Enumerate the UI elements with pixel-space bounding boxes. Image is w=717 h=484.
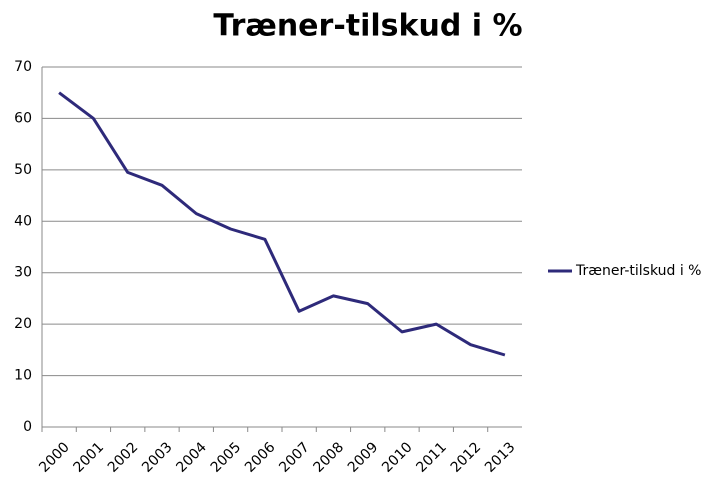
y-tick-label: 70 [14, 59, 32, 75]
x-tick-label: 2013 [482, 439, 519, 476]
legend-label: Træner-tilskud i % [575, 263, 702, 279]
x-tick-label: 2009 [345, 439, 382, 476]
x-tick-label: 2005 [208, 439, 245, 476]
x-tick-label: 2004 [173, 439, 210, 476]
y-tick-label: 40 [14, 213, 32, 229]
x-tick-label: 2012 [448, 439, 485, 476]
y-tick-label: 10 [14, 368, 32, 384]
x-tick-label: 2002 [105, 439, 142, 476]
x-tick-label: 2011 [413, 439, 450, 476]
y-tick-label: 60 [14, 110, 32, 126]
chart-title: Træner-tilskud i % [213, 9, 522, 44]
x-tick-label: 2006 [242, 439, 279, 476]
x-tick-label: 2001 [71, 439, 108, 476]
y-tick-label: 0 [23, 419, 32, 435]
x-tick-label: 2000 [36, 439, 73, 476]
y-tick-label: 20 [14, 316, 32, 332]
data-line [58, 91, 506, 357]
x-tick-label: 2007 [276, 439, 313, 476]
y-tick-label: 30 [14, 265, 32, 281]
x-tick-label: 2010 [379, 439, 416, 476]
x-tick-label: 2003 [139, 439, 176, 476]
x-tick-label: 2008 [311, 439, 348, 476]
y-tick-label: 50 [14, 162, 32, 178]
